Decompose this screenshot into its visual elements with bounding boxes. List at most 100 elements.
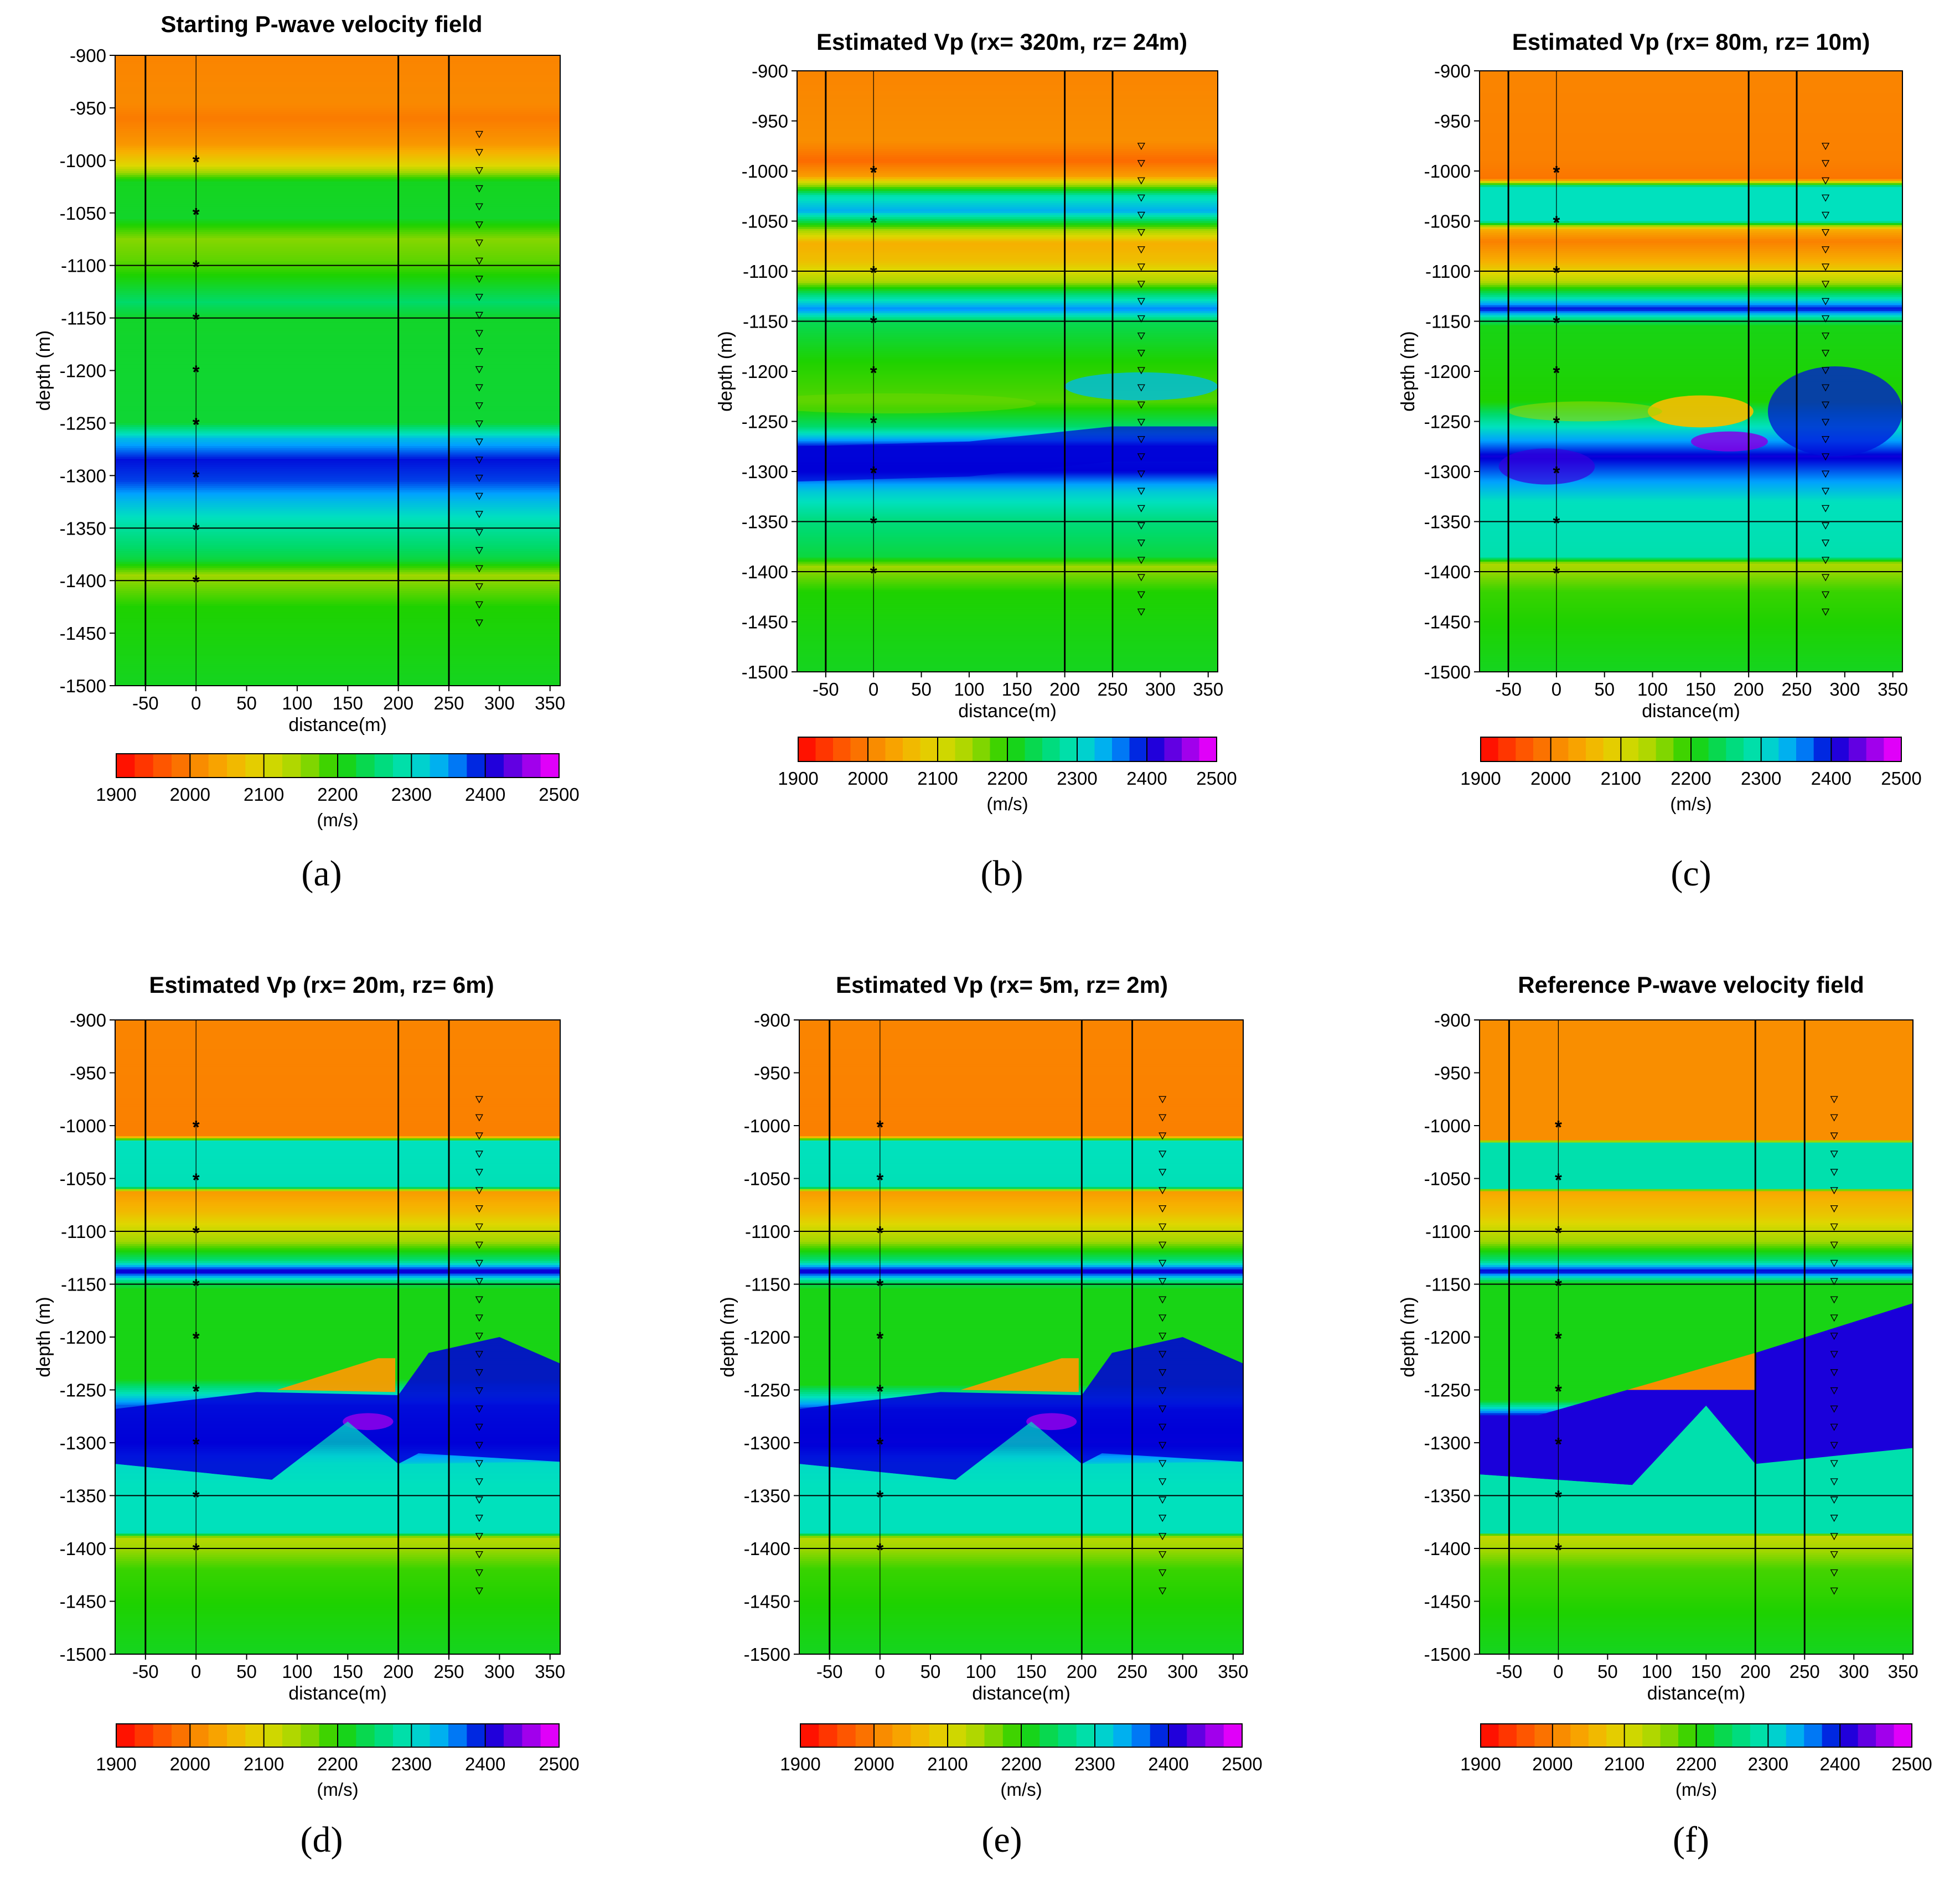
velocity-band — [797, 485, 1218, 488]
velocity-band — [799, 1320, 1243, 1323]
velocity-band — [1480, 125, 1902, 128]
velocity-band — [115, 349, 560, 353]
colorbar-segment — [892, 1724, 912, 1747]
velocity-band — [115, 526, 560, 529]
velocity-band — [797, 540, 1218, 542]
velocity-band — [797, 628, 1218, 630]
y-tick-label: -1000 — [1424, 1116, 1471, 1136]
colorbar-segment — [1586, 737, 1604, 761]
velocity-band — [115, 1094, 560, 1097]
velocity-band — [797, 561, 1218, 564]
velocity-band — [1480, 1297, 1913, 1300]
velocity-band — [115, 1552, 560, 1556]
colorbar-segment — [374, 754, 394, 778]
velocity-band — [797, 155, 1218, 158]
colorbar-segment — [504, 1724, 523, 1747]
velocity-band — [799, 1548, 1243, 1551]
low-velocity-wedge — [277, 1358, 396, 1392]
velocity-band — [797, 365, 1218, 368]
receiver-marker — [1137, 367, 1145, 375]
x-tick-label: 50 — [920, 1661, 941, 1682]
x-tick-label: 350 — [1218, 1661, 1248, 1682]
y-tick-label: -1050 — [1424, 211, 1471, 232]
colorbar-segment — [172, 1724, 190, 1747]
receiver-marker — [1821, 298, 1830, 305]
velocity-band — [115, 681, 560, 685]
velocity-band — [115, 1229, 560, 1232]
velocity-band — [115, 547, 560, 550]
velocity-band — [799, 1559, 1243, 1562]
velocity-band — [797, 409, 1218, 412]
velocity-band — [115, 423, 560, 426]
velocity-band — [115, 1586, 560, 1589]
source-marker: * — [1553, 213, 1560, 233]
velocity-band — [1480, 463, 1902, 466]
velocity-band — [1480, 519, 1902, 522]
velocity-band — [115, 103, 560, 106]
velocity-band — [797, 547, 1218, 550]
velocity-band — [1480, 1315, 1913, 1319]
velocity-band — [799, 1586, 1243, 1589]
velocity-band — [799, 1098, 1243, 1101]
receiver-marker — [1821, 591, 1830, 599]
velocity-band — [115, 238, 560, 241]
velocity-band — [115, 112, 560, 115]
velocity-band — [1480, 301, 1902, 304]
velocity-band — [799, 1155, 1243, 1158]
velocity-band — [115, 1111, 560, 1113]
velocity-band — [115, 549, 560, 552]
velocity-band — [115, 294, 560, 298]
source-marker: * — [193, 467, 200, 487]
velocity-band — [1480, 624, 1902, 626]
velocity-band — [1480, 175, 1902, 178]
receiver-marker — [1830, 1314, 1838, 1322]
velocity-band — [1480, 1054, 1913, 1056]
velocity-band — [115, 415, 560, 417]
velocity-band — [115, 429, 560, 432]
velocity-band — [1480, 359, 1902, 362]
receiver-marker — [1137, 281, 1145, 288]
y-tick-label: -1100 — [745, 1221, 790, 1242]
velocity-band — [115, 234, 560, 237]
velocity-band — [1480, 1629, 1913, 1631]
velocity-band — [115, 305, 560, 308]
velocity-band — [1480, 1258, 1913, 1262]
velocity-band — [799, 1240, 1243, 1242]
panel-title: Starting P-wave velocity field — [161, 11, 482, 37]
velocity-band — [1480, 297, 1902, 300]
y-tick-label: -900 — [752, 61, 788, 81]
velocity-band — [799, 1576, 1243, 1579]
colorbar-segment — [948, 1724, 966, 1747]
x-tick-label: 150 — [333, 693, 363, 713]
velocity-band — [799, 1652, 1243, 1654]
velocity-band — [1480, 487, 1902, 490]
velocity-band — [799, 1328, 1243, 1332]
velocity-band — [1480, 1290, 1913, 1293]
colorbar-tick-label: 2500 — [1222, 1754, 1262, 1774]
velocity-band — [115, 1180, 560, 1183]
velocity-band — [115, 509, 560, 512]
velocity-band — [799, 1282, 1243, 1285]
velocity-band — [1480, 566, 1902, 568]
panel-e: Estimated Vp (rx= 5m, rz= 2m)*********-9… — [717, 972, 1263, 1860]
colorbar-segment — [990, 737, 1008, 761]
velocity-band — [1480, 572, 1902, 574]
y-tick-label: -1100 — [61, 1221, 106, 1242]
velocity-band — [1480, 319, 1902, 322]
velocity-band — [115, 1337, 560, 1340]
y-tick-label: -1200 — [1424, 1327, 1471, 1348]
velocity-band — [115, 206, 560, 209]
velocity-band — [115, 1047, 560, 1050]
velocity-band — [797, 537, 1218, 540]
velocity-band — [115, 524, 560, 527]
colorbar-tick-label: 2000 — [847, 768, 888, 789]
colorbar-tick-label: 2200 — [317, 784, 358, 805]
colorbar-segment — [522, 754, 541, 778]
velocity-band — [115, 614, 560, 617]
velocity-band — [797, 525, 1218, 529]
velocity-band — [799, 1599, 1243, 1602]
velocity-band — [115, 345, 560, 348]
velocity-band — [797, 85, 1218, 87]
velocity-band — [1480, 311, 1902, 314]
velocity-band — [1480, 221, 1902, 224]
